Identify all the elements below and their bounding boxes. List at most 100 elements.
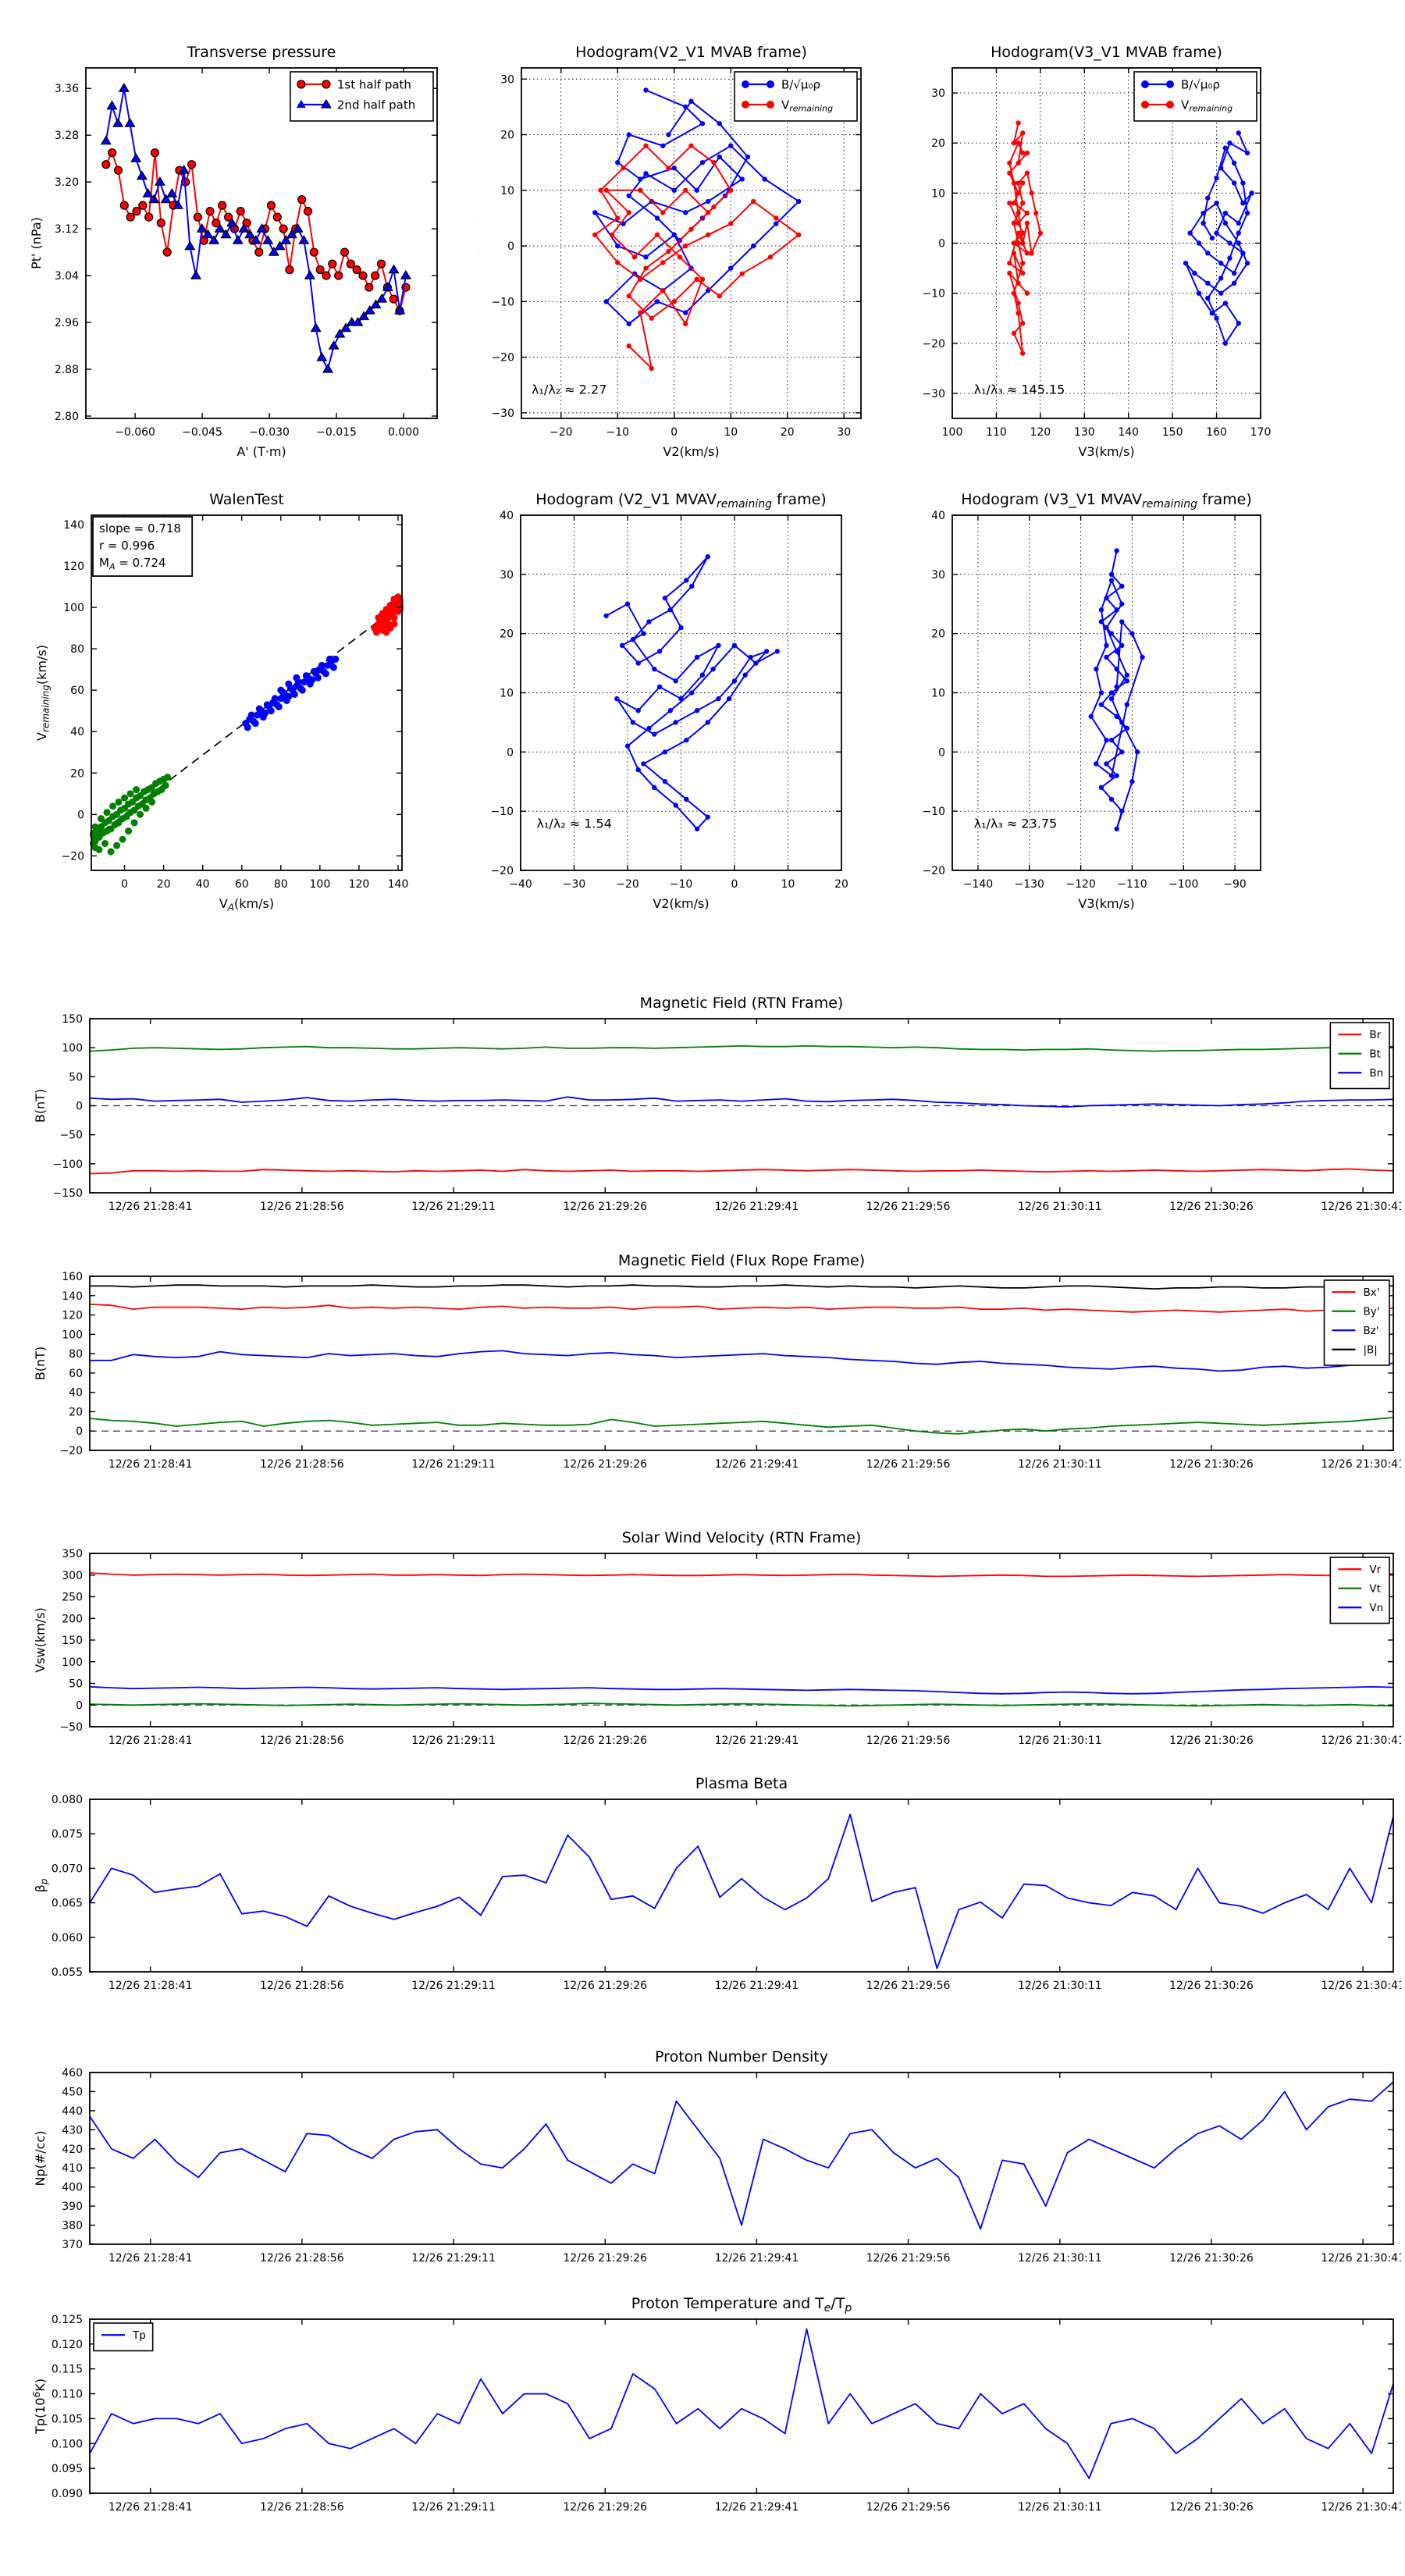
- data-point-marker: [643, 265, 649, 271]
- series-line: [89, 1045, 1394, 1052]
- data-point-marker: [322, 670, 329, 678]
- data-point-marker: [1119, 601, 1125, 607]
- panel-plasma-beta: Plasma Beta 12/26 21:28:41 12/26 21:28:56 1…: [20, 1764, 1401, 2010]
- x-tick-label: −0.060: [115, 426, 155, 439]
- data-point-marker: [214, 222, 226, 233]
- legend-label: |B|: [1364, 1344, 1378, 1357]
- data-point-marker: [689, 583, 695, 589]
- data-point-marker: [1020, 320, 1026, 326]
- data-point-marker: [762, 176, 767, 182]
- data-point-marker: [638, 176, 643, 182]
- legend-label: Bz': [1364, 1325, 1379, 1337]
- data-point-marker: [1007, 160, 1012, 166]
- data-point-marker: [626, 321, 631, 327]
- data-point-marker: [641, 631, 646, 636]
- data-point-marker: [615, 159, 621, 165]
- data-point-marker: [121, 794, 129, 802]
- data-point-marker: [247, 711, 255, 719]
- data-point-marker: [238, 222, 250, 233]
- y-tick-label: 200: [62, 1613, 83, 1625]
- data-point-marker: [358, 271, 368, 280]
- x-tick-label: 12/26 21:29:26: [563, 1735, 647, 1747]
- data-point-marker: [107, 848, 115, 856]
- data-point-marker: [1024, 150, 1030, 156]
- data-point-marker: [1240, 180, 1246, 186]
- panel-hodogram-v2v1-mvav: Hodogram (V2_V1 MVAVremaining​ frame) −40…: [478, 476, 915, 934]
- data-point-marker: [717, 121, 722, 126]
- y-axis-label: V1(km/s): [478, 215, 479, 271]
- data-point-marker: [1124, 725, 1130, 731]
- y-tick-label: 60: [69, 1368, 83, 1380]
- x-tick-label: 0: [731, 878, 738, 891]
- data-point-marker: [728, 221, 734, 226]
- data-point-marker: [298, 234, 310, 244]
- data-point-marker: [635, 767, 641, 773]
- data-point-marker: [1222, 220, 1229, 226]
- x-tick-label: 12/26 21:29:11: [411, 2252, 496, 2265]
- data-point-marker: [1227, 240, 1232, 246]
- axes-frame: [89, 2318, 1394, 2494]
- data-point-marker: [1244, 260, 1250, 266]
- panel-proton-number-density: Proton Number Density 12/26 21:28:41 12/26…: [20, 2037, 1401, 2283]
- y-tick-label: 2.80: [55, 411, 79, 423]
- data-point-marker: [731, 678, 738, 684]
- data-point-marker: [370, 299, 382, 309]
- data-point-marker: [328, 259, 337, 269]
- data-point-marker: [1196, 240, 1202, 246]
- x-tick-label: 20: [157, 878, 171, 891]
- legend-box: [734, 71, 858, 122]
- data-point-marker: [126, 790, 134, 798]
- chart-hodogram-v3v1-mvab: Hodogram(V3_V1 MVAB frame)100 110 120 130 14…: [922, 44, 1271, 459]
- y-tick-label: 0.120: [52, 2339, 83, 2351]
- legend-label: B/√μ₀ρ: [1181, 77, 1220, 91]
- y-tick-label: −100: [53, 1158, 83, 1171]
- y-tick-label: 0: [76, 1699, 83, 1712]
- data-point-marker: [172, 199, 184, 209]
- x-tick-label: 12/26 21:30:41: [1321, 1201, 1401, 1213]
- data-point-marker: [1029, 251, 1034, 256]
- y-tick-label: −10: [922, 806, 945, 818]
- data-point-marker: [190, 269, 202, 279]
- data-point-marker: [626, 193, 631, 199]
- series-line: [89, 1685, 1394, 1695]
- data-point-marker: [263, 701, 271, 709]
- y-tick-label: 140: [63, 519, 84, 532]
- data-point-marker: [352, 316, 364, 326]
- data-point-marker: [1231, 160, 1237, 166]
- legend: Br Bt Bn: [1329, 1022, 1390, 1090]
- chart-magnetic-field-rtn: Magnetic Field (RTN Frame) 12/26 21:28:41…: [33, 994, 1401, 1213]
- data-point-marker: [1104, 624, 1109, 631]
- x-tick-label: 12/26 21:29:11: [411, 1980, 496, 1992]
- x-tick-label: 12/26 21:30:11: [1018, 1980, 1102, 1992]
- axes-frame: [89, 1553, 1394, 1727]
- data-point-marker: [95, 845, 103, 853]
- y-tick-label: 100: [63, 602, 84, 614]
- x-axis-label: V3(km/s): [1078, 896, 1134, 911]
- data-point-marker: [376, 259, 386, 269]
- data-point-marker: [251, 720, 259, 728]
- data-point-marker: [274, 240, 286, 251]
- x-tick-label: 12/26 21:28:56: [260, 2252, 344, 2265]
- data-point-marker: [678, 696, 684, 702]
- data-point-marker: [1240, 251, 1246, 256]
- data-point-marker: [226, 217, 238, 227]
- data-point-marker: [654, 215, 660, 221]
- data-point-marker: [1214, 175, 1219, 181]
- data-point-marker: [1222, 210, 1229, 216]
- data-point-marker: [1016, 280, 1021, 286]
- x-tick-label: 12/26 21:29:41: [715, 2252, 799, 2265]
- y-axis-label: Vremaining​(km/s): [34, 645, 52, 741]
- data-point-marker: [106, 100, 118, 110]
- data-point-marker: [763, 649, 770, 654]
- data-point-marker: [1104, 595, 1109, 601]
- data-point-marker: [358, 311, 370, 321]
- data-point-marker: [250, 234, 261, 244]
- data-point-marker: [742, 672, 748, 678]
- x-tick-label: −90: [1223, 878, 1247, 891]
- data-point-marker: [112, 118, 124, 127]
- y-tick-label: 350: [62, 1548, 83, 1560]
- data-point-marker: [683, 187, 688, 193]
- data-point-marker: [1108, 631, 1115, 636]
- data-point-marker: [1231, 270, 1237, 276]
- data-point-marker: [244, 229, 256, 239]
